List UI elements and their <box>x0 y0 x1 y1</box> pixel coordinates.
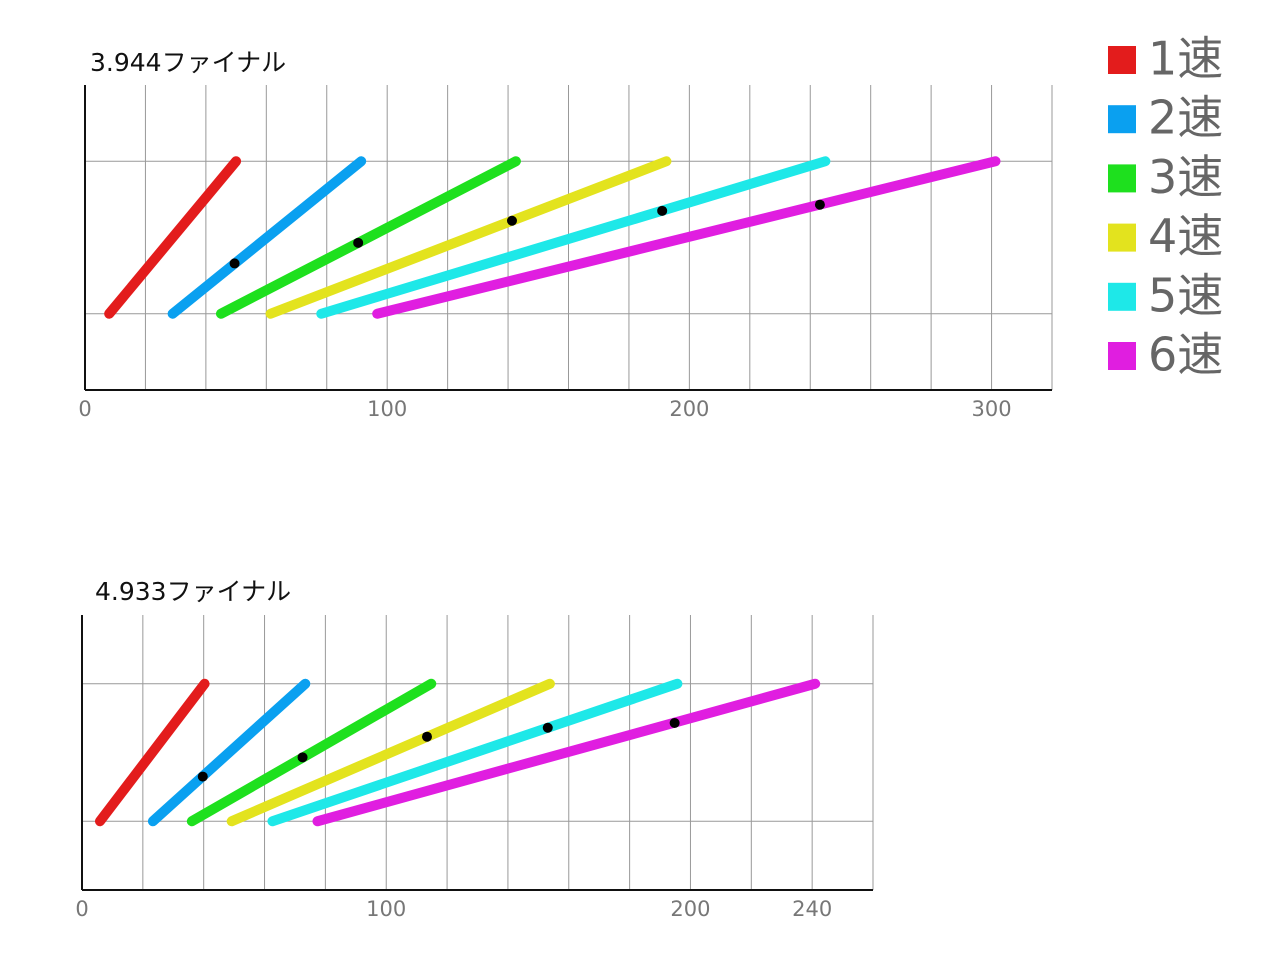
x-tick-label: 300 <box>972 397 1012 421</box>
chart-title: 4.933ファイナル <box>95 577 291 606</box>
legend-label: 5速 <box>1148 268 1223 322</box>
x-tick-label: 100 <box>367 397 407 421</box>
shift-point <box>353 237 364 248</box>
shift-point <box>814 199 825 210</box>
shift-point <box>297 752 308 763</box>
gear-line <box>267 678 683 827</box>
gear-line <box>167 156 367 319</box>
chart-title: 3.944ファイナル <box>90 48 286 77</box>
legend-swatch <box>1108 282 1136 311</box>
legend-swatch <box>1108 342 1136 370</box>
gear-line <box>265 156 672 319</box>
legend-label: 4速 <box>1148 209 1223 263</box>
shift-point <box>542 722 553 733</box>
x-tick-label: 200 <box>670 897 710 921</box>
shift-point <box>506 215 517 226</box>
gear-line <box>104 156 242 319</box>
shift-point <box>197 771 208 782</box>
legend-swatch <box>1108 46 1136 74</box>
gear-line <box>186 678 437 827</box>
gear-line <box>147 678 311 827</box>
x-tick-label: 0 <box>75 897 88 921</box>
legend-swatch <box>1108 164 1136 193</box>
shift-point <box>657 205 668 216</box>
gear-line <box>226 678 555 827</box>
gear-line <box>372 156 1001 319</box>
x-tick-label: 0 <box>78 397 91 421</box>
shift-point <box>421 731 432 742</box>
x-tick-label: 200 <box>669 397 709 421</box>
legend-label: 1速 <box>1148 32 1223 86</box>
gear-line <box>94 678 210 827</box>
x-tick-label: 100 <box>366 897 406 921</box>
shift-point <box>229 258 240 269</box>
legend-swatch <box>1108 105 1136 134</box>
legend-label: 2速 <box>1148 91 1223 145</box>
gear-line <box>312 678 821 827</box>
legend-label: 3速 <box>1148 150 1223 204</box>
gear-line <box>215 156 521 319</box>
x-tick-label: 240 <box>792 897 832 921</box>
shift-point <box>669 717 680 728</box>
gear-line <box>316 156 831 319</box>
legend-label: 6速 <box>1148 328 1223 382</box>
legend-swatch <box>1108 223 1136 252</box>
